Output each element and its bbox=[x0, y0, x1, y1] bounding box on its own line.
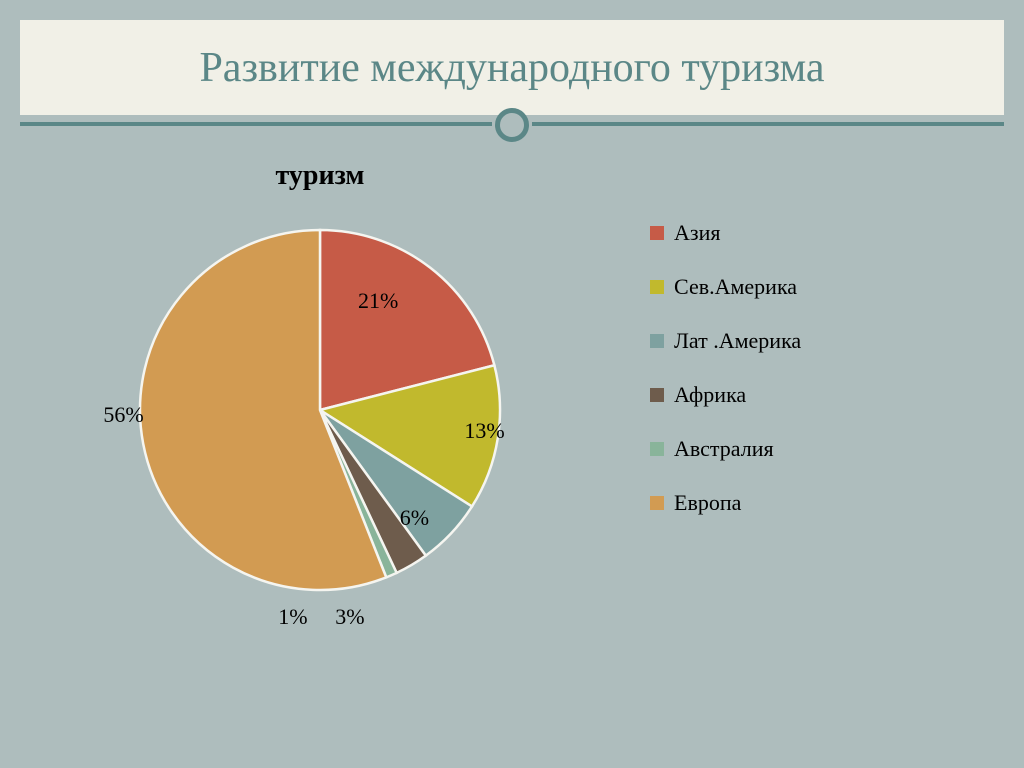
pie-data-label: 6% bbox=[400, 505, 429, 531]
legend-swatch-icon bbox=[650, 442, 664, 456]
ornament-line-left bbox=[20, 122, 492, 126]
chart-title: туризм bbox=[0, 160, 640, 192]
legend-swatch-icon bbox=[650, 226, 664, 240]
slide: Развитие международного туризма туризм 2… bbox=[0, 0, 1024, 768]
legend-item: Африка bbox=[650, 382, 801, 408]
legend-label: Сев.Америка bbox=[674, 274, 797, 300]
pie-data-label: 56% bbox=[103, 402, 143, 428]
legend-swatch-icon bbox=[650, 388, 664, 402]
legend-item: Австралия bbox=[650, 436, 801, 462]
ornament-line-right bbox=[532, 122, 1004, 126]
legend-swatch-icon bbox=[650, 280, 664, 294]
legend-label: Европа bbox=[674, 490, 741, 516]
header-band: Развитие международного туризма bbox=[20, 20, 1004, 115]
slide-title: Развитие международного туризма bbox=[199, 44, 824, 92]
pie-data-label: 21% bbox=[358, 288, 398, 314]
legend-label: Лат .Америка bbox=[674, 328, 801, 354]
legend-item: Европа bbox=[650, 490, 801, 516]
legend-item: Лат .Америка bbox=[650, 328, 801, 354]
pie-data-label: 3% bbox=[335, 604, 364, 630]
legend-label: Азия bbox=[674, 220, 720, 246]
legend-item: Азия bbox=[650, 220, 801, 246]
legend-swatch-icon bbox=[650, 334, 664, 348]
pie-data-label: 13% bbox=[464, 418, 504, 444]
legend-label: Африка bbox=[674, 382, 746, 408]
ornament-circle-icon bbox=[495, 108, 529, 142]
pie-svg bbox=[130, 220, 510, 600]
pie-chart: 21%13%6%3%1%56% bbox=[130, 220, 510, 600]
pie-data-label: 1% bbox=[278, 604, 307, 630]
legend: Азия Сев.Америка Лат .Америка Африка Австрал… bbox=[650, 220, 801, 516]
legend-label: Австралия bbox=[674, 436, 774, 462]
title-ornament bbox=[20, 104, 1004, 146]
legend-swatch-icon bbox=[650, 496, 664, 510]
legend-item: Сев.Америка bbox=[650, 274, 801, 300]
